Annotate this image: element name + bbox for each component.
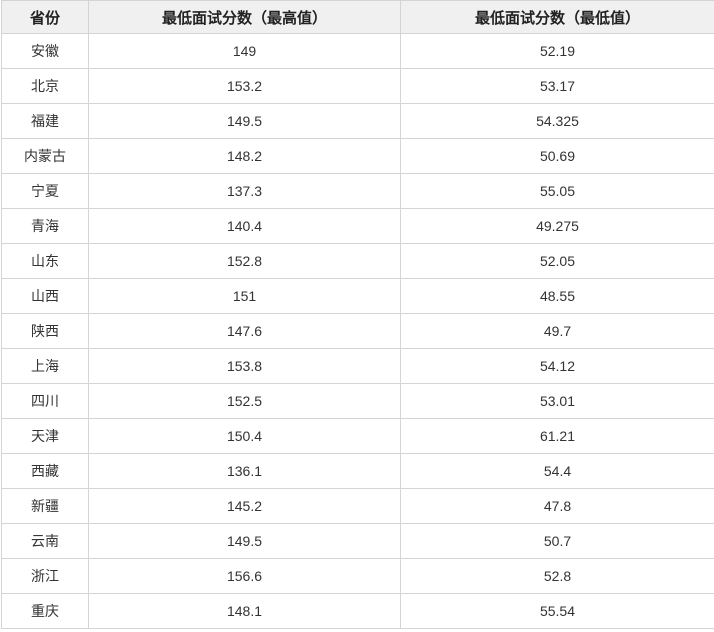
cell-province: 上海 [1, 348, 89, 384]
cell-max-score: 147.6 [88, 313, 401, 349]
cell-min-score: 49.7 [400, 313, 714, 349]
cell-max-score: 152.8 [88, 243, 401, 279]
cell-max-score: 148.1 [88, 593, 401, 629]
cell-min-score: 61.21 [400, 418, 714, 454]
cell-province: 安徽 [1, 33, 89, 69]
cell-province: 四川 [1, 383, 89, 419]
table-row: 重庆 148.1 55.54 [1, 593, 714, 629]
cell-province: 重庆 [1, 593, 89, 629]
cell-max-score: 149.5 [88, 523, 401, 559]
cell-province: 西藏 [1, 453, 89, 489]
table-row: 西藏 136.1 54.4 [1, 453, 714, 489]
cell-province: 青海 [1, 208, 89, 244]
table-row: 陕西 147.6 49.7 [1, 313, 714, 349]
table-row: 上海 153.8 54.12 [1, 348, 714, 384]
cell-max-score: 145.2 [88, 488, 401, 524]
cell-min-score: 49.275 [400, 208, 714, 244]
cell-province: 新疆 [1, 488, 89, 524]
cell-province: 宁夏 [1, 173, 89, 209]
header-province: 省份 [1, 0, 89, 34]
cell-province: 天津 [1, 418, 89, 454]
cell-min-score: 50.69 [400, 138, 714, 174]
cell-min-score: 54.4 [400, 453, 714, 489]
table-row: 山东 152.8 52.05 [1, 243, 714, 279]
header-max-score: 最低面试分数（最高值） [88, 0, 401, 34]
table-row: 福建 149.5 54.325 [1, 103, 714, 139]
table-row: 四川 152.5 53.01 [1, 383, 714, 419]
cell-province: 北京 [1, 68, 89, 104]
cell-max-score: 153.2 [88, 68, 401, 104]
table-row: 宁夏 137.3 55.05 [1, 173, 714, 209]
cell-max-score: 152.5 [88, 383, 401, 419]
cell-max-score: 151 [88, 278, 401, 314]
cell-min-score: 53.01 [400, 383, 714, 419]
cell-min-score: 50.7 [400, 523, 714, 559]
cell-max-score: 148.2 [88, 138, 401, 174]
table-row: 内蒙古 148.2 50.69 [1, 138, 714, 174]
cell-max-score: 153.8 [88, 348, 401, 384]
cell-min-score: 54.12 [400, 348, 714, 384]
table-row: 北京 153.2 53.17 [1, 68, 714, 104]
cell-province: 陕西 [1, 313, 89, 349]
cell-province: 浙江 [1, 558, 89, 594]
header-min-score: 最低面试分数（最低值） [400, 0, 714, 34]
cell-province: 内蒙古 [1, 138, 89, 174]
table-row: 浙江 156.6 52.8 [1, 558, 714, 594]
table-row: 山西 151 48.55 [1, 278, 714, 314]
cell-province: 山西 [1, 278, 89, 314]
cell-max-score: 149.5 [88, 103, 401, 139]
cell-max-score: 149 [88, 33, 401, 69]
cell-max-score: 136.1 [88, 453, 401, 489]
table-row: 青海 140.4 49.275 [1, 208, 714, 244]
cell-min-score: 53.17 [400, 68, 714, 104]
cell-min-score: 55.05 [400, 173, 714, 209]
cell-min-score: 52.05 [400, 243, 714, 279]
cell-max-score: 150.4 [88, 418, 401, 454]
cell-max-score: 156.6 [88, 558, 401, 594]
cell-min-score: 55.54 [400, 593, 714, 629]
cell-min-score: 52.19 [400, 33, 714, 69]
cell-min-score: 54.325 [400, 103, 714, 139]
cell-max-score: 140.4 [88, 208, 401, 244]
cell-province: 山东 [1, 243, 89, 279]
cell-province: 福建 [1, 103, 89, 139]
table-row: 天津 150.4 61.21 [1, 418, 714, 454]
cell-province: 云南 [1, 523, 89, 559]
cell-min-score: 48.55 [400, 278, 714, 314]
table-row: 安徽 149 52.19 [1, 33, 714, 69]
table-header-row: 省份 最低面试分数（最高值） 最低面试分数（最低值） [1, 0, 714, 34]
cell-min-score: 47.8 [400, 488, 714, 524]
cell-max-score: 137.3 [88, 173, 401, 209]
table-row: 云南 149.5 50.7 [1, 523, 714, 559]
table-row: 新疆 145.2 47.8 [1, 488, 714, 524]
cell-min-score: 52.8 [400, 558, 714, 594]
